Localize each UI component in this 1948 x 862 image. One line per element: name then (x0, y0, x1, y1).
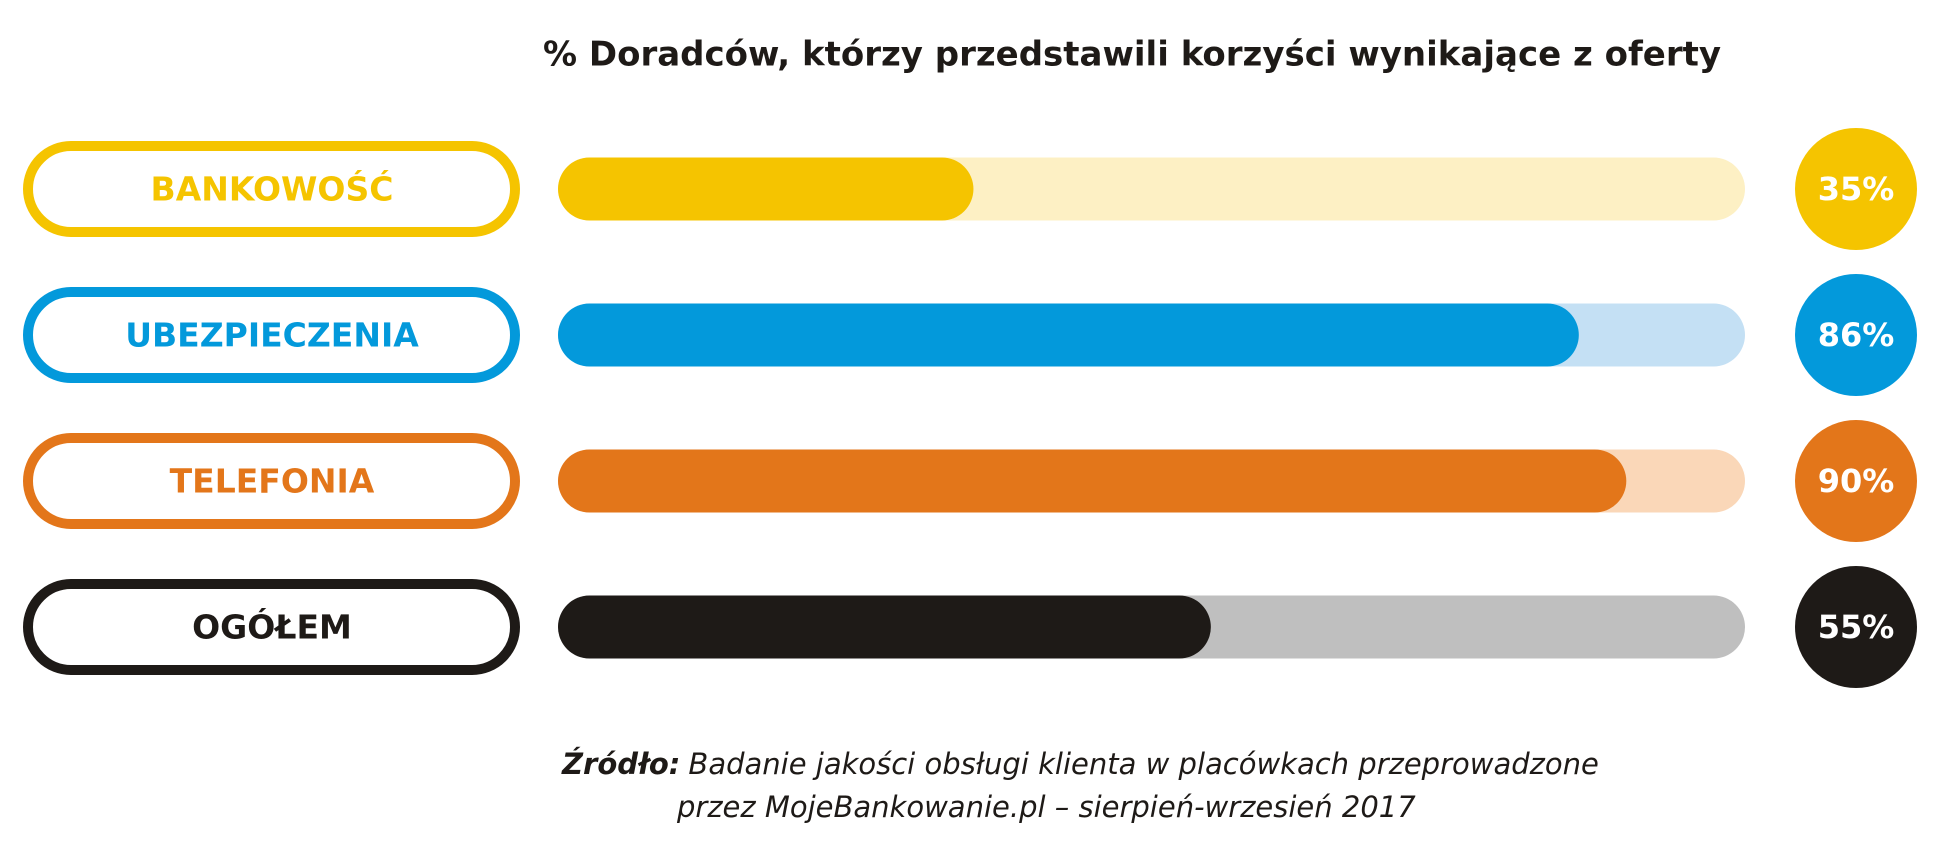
category-label: OGÓŁEM (192, 607, 352, 647)
chart-title: % Doradców, którzy przedstawili korzyści… (543, 35, 1721, 75)
category-pill (23, 579, 520, 675)
value-label: 55% (1818, 608, 1895, 646)
source-line: Badanie jakości obsługi klienta w placów… (688, 747, 1598, 781)
category-label: UBEZPIECZENIA (125, 316, 419, 355)
value-label: 90% (1818, 462, 1895, 500)
bar (558, 303, 1579, 367)
category-pill (23, 433, 520, 529)
category-pill (23, 287, 520, 383)
source-label: Źródło: (561, 747, 680, 781)
category-pill (23, 141, 520, 237)
value-badge (1795, 420, 1917, 542)
value-badge (1795, 566, 1917, 688)
bar (558, 595, 1211, 659)
value-badge (1795, 128, 1917, 250)
value-badge (1795, 274, 1917, 396)
value-label: 86% (1818, 316, 1895, 354)
source-text: Źródło: Badanie jakości obsługi klienta w… (561, 747, 1599, 781)
bar (558, 157, 974, 221)
bar (558, 449, 1627, 513)
category-label: TELEFONIA (170, 462, 375, 501)
source-line: przez MojeBankowanie.pl – sierpień-wrzes… (676, 790, 1416, 824)
category-label: BANKOWOŚĆ (151, 169, 394, 209)
value-label: 35% (1818, 170, 1895, 208)
